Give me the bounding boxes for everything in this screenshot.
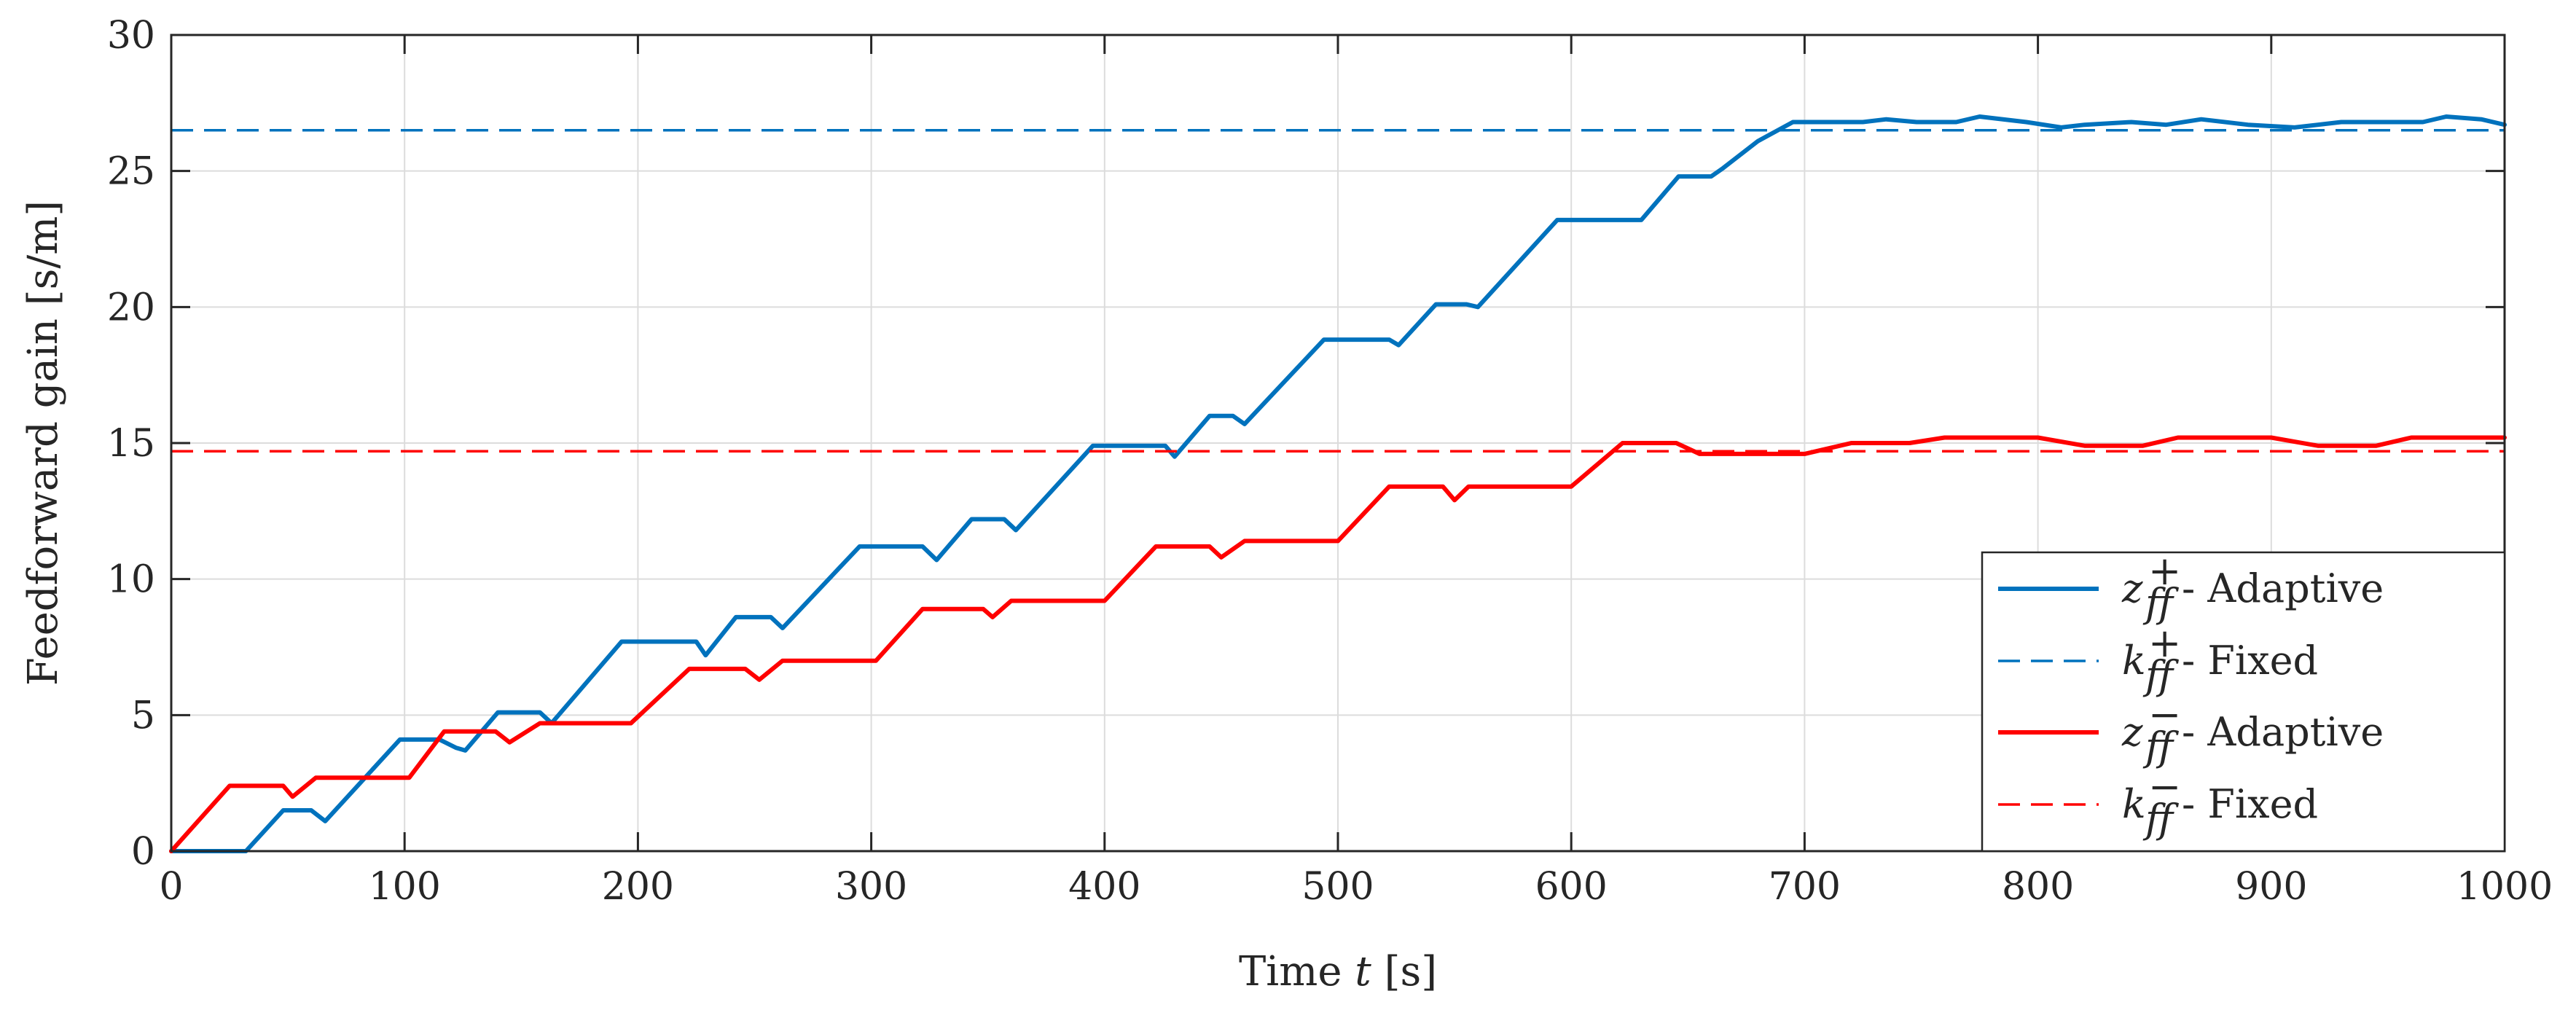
x-axis-title: Time t [s] [1239,948,1437,995]
x-tick-label: 700 [1769,865,1841,909]
x-tick-label: 600 [1535,865,1608,909]
x-tick-label: 200 [602,865,674,909]
legend-label-1-sub: ff [2142,652,2179,698]
legend-label-2-sub: ff [2142,724,2179,770]
x-tick-label: 0 [159,865,183,909]
series-line-2 [169,435,2507,853]
y-tick-label: 20 [107,286,155,329]
legend-label-0-var: z [2121,565,2143,611]
series-group [169,114,2507,853]
legend-label-3-suffix: - Fixed [2182,781,2318,827]
x-tick-label: 300 [835,865,907,909]
x-axis-label: Time [1239,948,1342,995]
y-tick-label: 25 [107,150,155,194]
legend-label-2-sup: − [2148,692,2181,737]
x-tick-label: 800 [2002,865,2074,909]
legend-label-0-sup: + [2148,548,2181,594]
legend-label-1-suffix: - Fixed [2182,638,2318,684]
legend-label-1-var: k [2122,638,2146,684]
x-tick-label: 400 [1068,865,1140,909]
legend-label-3-sub: ff [2142,796,2179,842]
x-tick-label: 100 [369,865,441,909]
y-tick-label: 30 [107,14,155,58]
legend-label-3-var: k [2122,781,2146,827]
legend-label-2-var: z [2121,709,2143,755]
ticks: 0 100 200 300 400 500 600 700 800 900 1000 0 5 10 15 20… [107,14,2553,909]
legend-label-1-sup: + [2148,620,2181,666]
y-axis-title: Feedforward gain [s/m] [20,200,67,686]
x-tick-label: 1000 [2456,865,2553,909]
legend-label-0-sub: ff [2142,580,2179,626]
legend-label-0-suffix: - Adaptive [2182,565,2384,611]
legend-label-3-sup: − [2148,764,2181,810]
y-tick-label: 0 [131,830,155,874]
y-tick-label: 10 [107,558,155,602]
legend-label-2-suffix: - Adaptive [2182,709,2384,755]
y-tick-label: 15 [107,422,155,466]
legend-box [1981,551,2506,853]
x-axis-variable: t [1355,948,1371,995]
x-tick-label: 500 [1301,865,1374,909]
y-tick-label: 5 [131,694,155,737]
x-axis-unit: [s] [1385,948,1437,995]
series-line-0 [169,114,2507,853]
x-tick-label: 900 [2235,865,2307,909]
